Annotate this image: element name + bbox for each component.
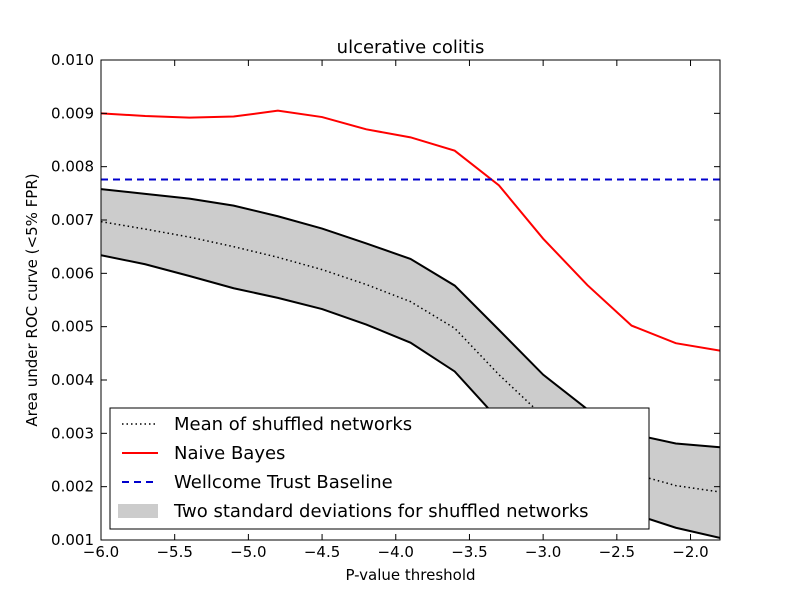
- legend: Mean of shuffled networks Naive Bayes We…: [109, 407, 650, 530]
- y-tick-label: 0.005: [51, 318, 94, 336]
- legend-label-naive-bayes: Naive Bayes: [174, 443, 285, 464]
- series-line-naive-bayes: [101, 109, 720, 352]
- y-axis-label: Area under ROC curve (<5% FPR): [23, 173, 41, 426]
- x-axis-label: P-value threshold: [345, 566, 475, 584]
- y-tick-label: 0.010: [51, 51, 94, 69]
- y-tick-label: 0.001: [51, 531, 94, 549]
- x-tick-label: −4.5: [304, 543, 340, 561]
- x-tick-label: −3.0: [525, 543, 561, 561]
- chart-title: ulcerative colitis: [337, 37, 485, 58]
- y-tick-label: 0.002: [51, 478, 94, 496]
- x-tick-label: −2.0: [672, 543, 708, 561]
- x-tick-label: −3.5: [451, 543, 487, 561]
- legend-box: [109, 407, 650, 530]
- y-tick-label: 0.003: [51, 424, 94, 442]
- y-tick-label: 0.007: [51, 211, 94, 229]
- x-tick-label: −2.5: [599, 543, 635, 561]
- x-tick-label: −5.0: [230, 543, 266, 561]
- y-tick-label: 0.009: [51, 104, 94, 122]
- y-tick-label: 0.004: [51, 371, 94, 389]
- legend-label-wellcome: Wellcome Trust Baseline: [174, 472, 393, 493]
- y-tick-label: 0.006: [51, 264, 94, 282]
- legend-swatch-band: [118, 504, 158, 518]
- x-tick-label: −5.5: [156, 543, 192, 561]
- x-tick-label: −6.0: [83, 543, 119, 561]
- y-tick-label: 0.008: [51, 158, 94, 176]
- x-tick-label: −4.0: [378, 543, 414, 561]
- legend-label-mean: Mean of shuffled networks: [174, 414, 412, 435]
- legend-label-band: Two standard deviations for shuffled net…: [173, 501, 589, 522]
- plot-frame: [100, 59, 721, 541]
